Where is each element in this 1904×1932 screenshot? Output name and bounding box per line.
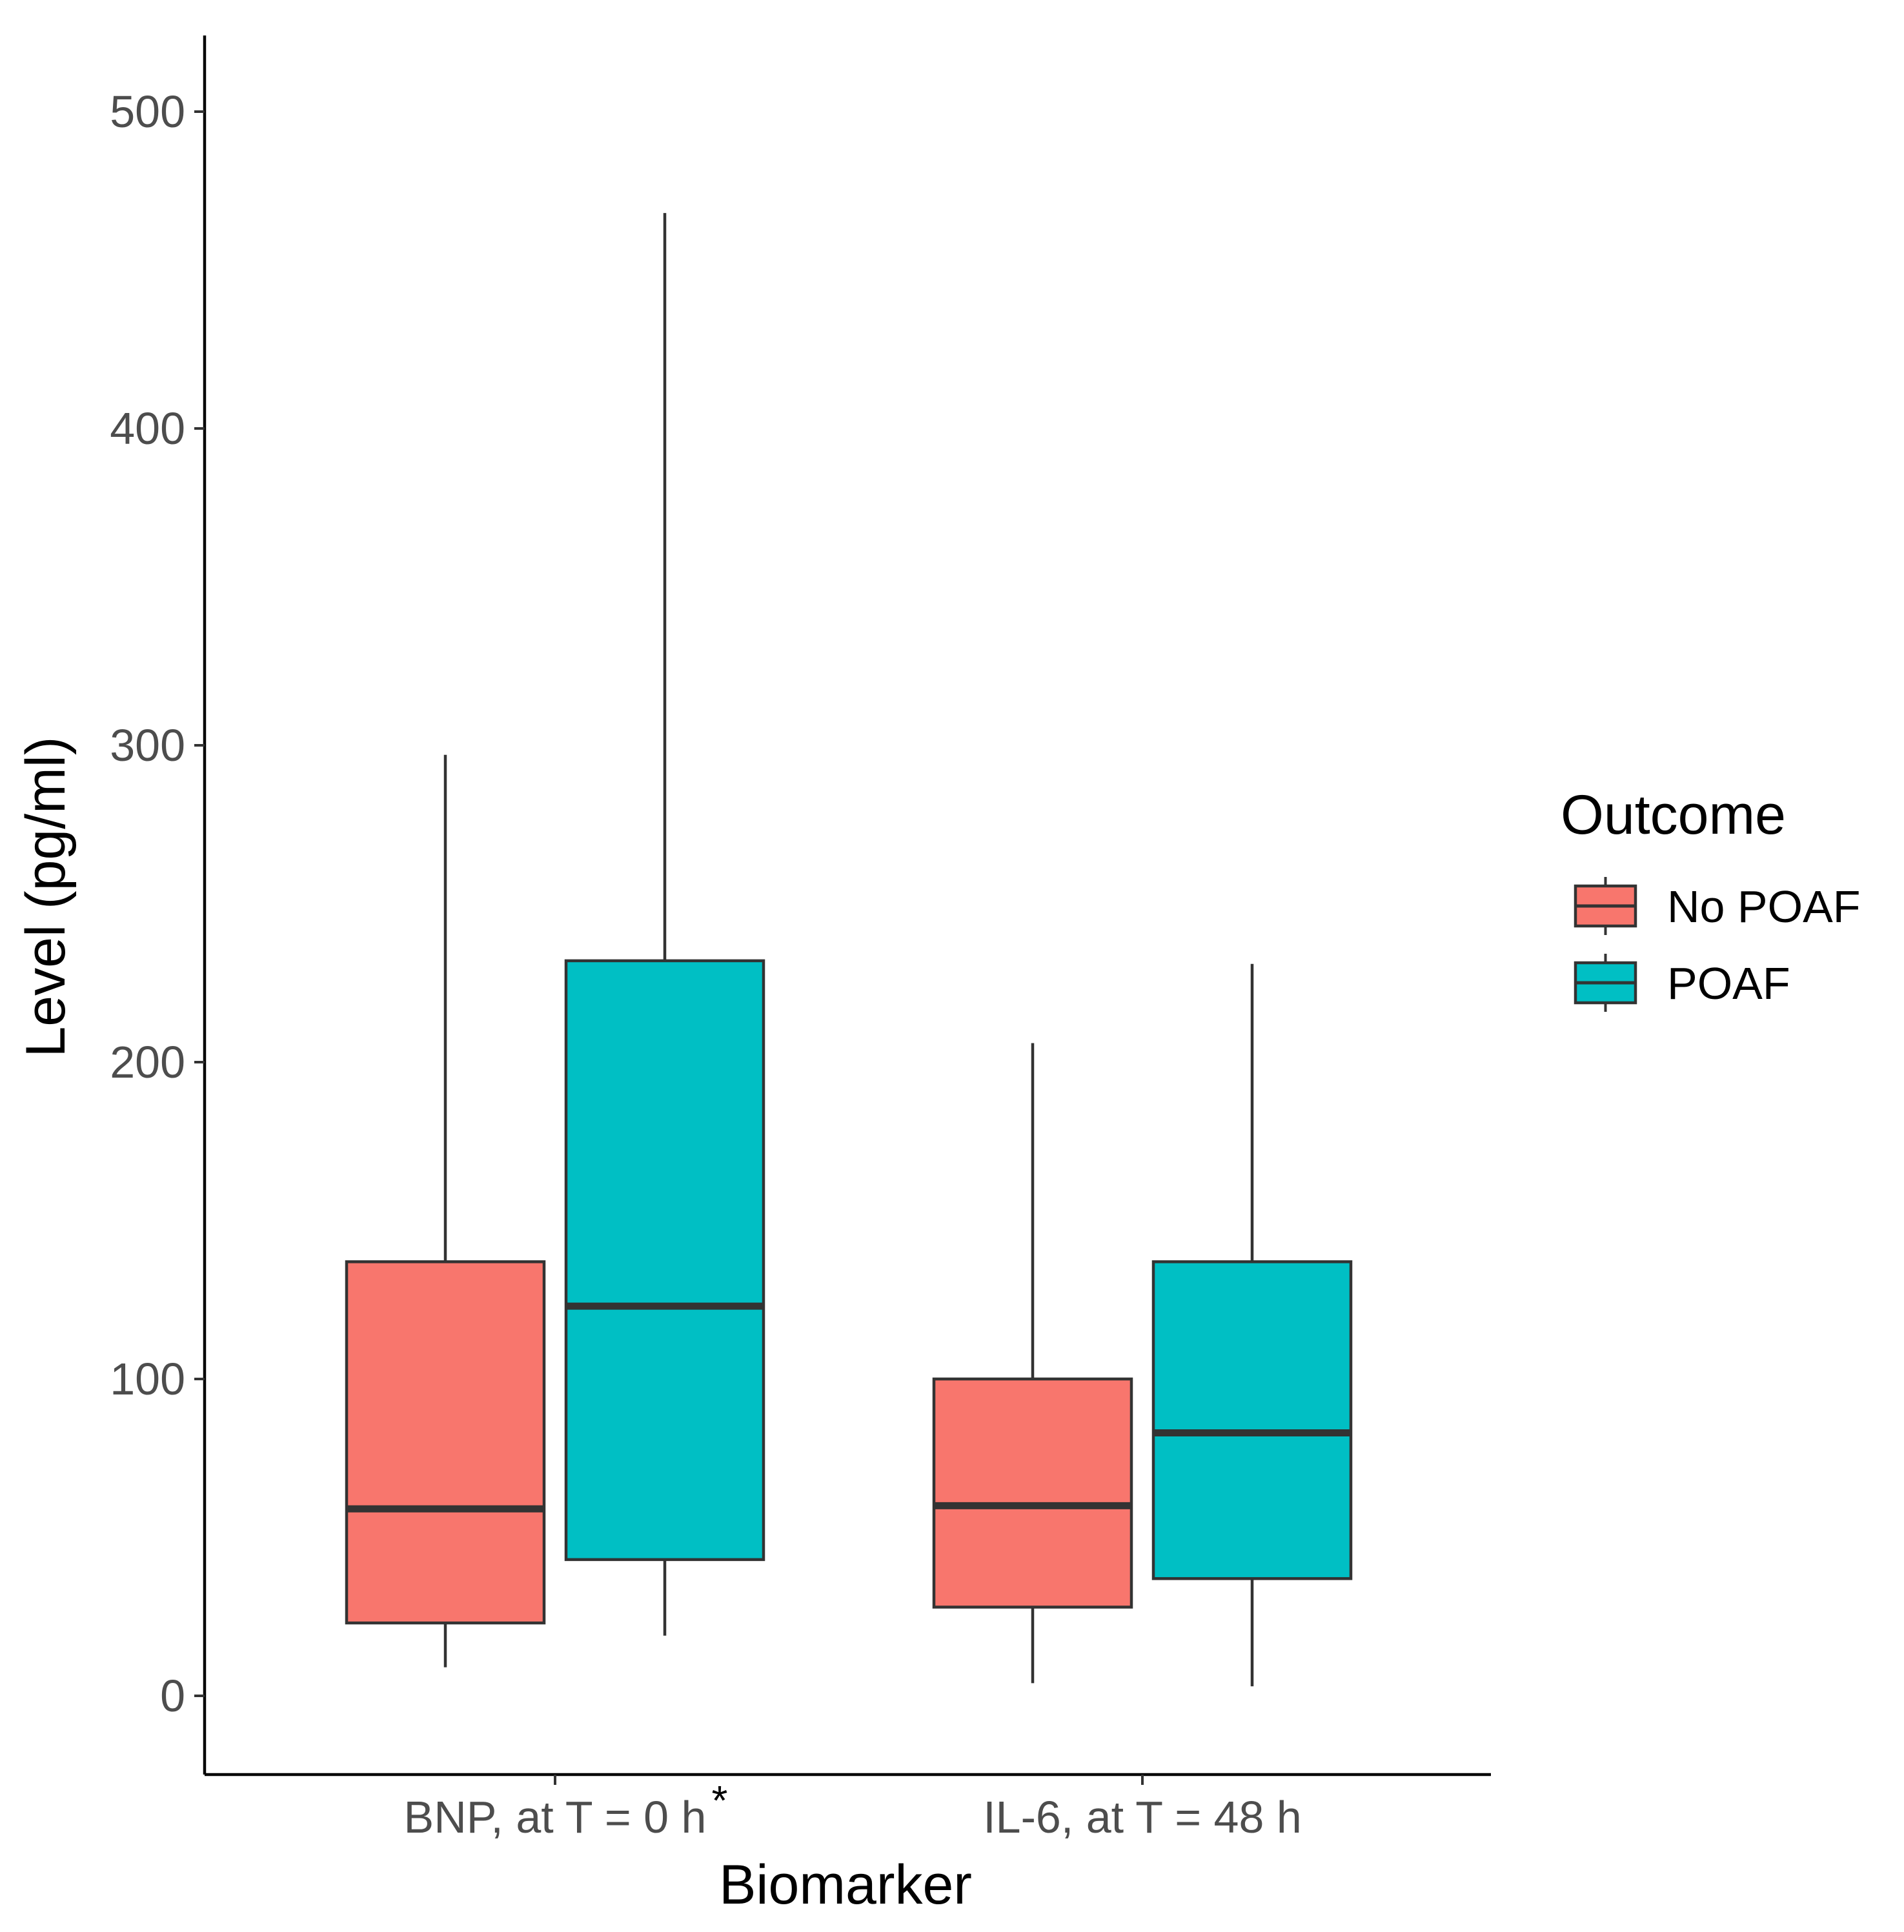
legend-label: POAF	[1667, 958, 1790, 1009]
x-axis-title: Biomarker	[719, 1854, 972, 1916]
y-tick-label: 200	[110, 1037, 185, 1087]
iqr-box	[345, 1260, 546, 1625]
y-axis: 0 100 200 300 400 500	[110, 35, 207, 1775]
legend-item-poaf: POAF	[1574, 954, 1790, 1012]
legend-label: No POAF	[1667, 881, 1861, 932]
legend-item-no-poaf: No POAF	[1574, 877, 1861, 935]
iqr-box	[564, 959, 765, 1562]
legend-title: Outcome	[1561, 784, 1786, 846]
x-tick-label: BNP, at T = 0 h	[404, 1792, 707, 1842]
box-no-poaf	[345, 754, 546, 1667]
box-no-poaf	[932, 1043, 1133, 1684]
y-axis-title: Level (pg/ml)	[15, 736, 77, 1057]
legend: Outcome No POAF POAF	[1561, 784, 1861, 1012]
y-tick-label: 300	[110, 720, 185, 770]
y-tick-label: 0	[160, 1671, 185, 1721]
box-poaf	[564, 213, 765, 1636]
iqr-box	[932, 1377, 1133, 1609]
plot-area	[345, 213, 1353, 1687]
y-tick-label: 500	[110, 86, 185, 137]
iqr-box	[1151, 1260, 1353, 1580]
x-tick-label: IL-6, at T = 48 h	[983, 1792, 1302, 1842]
significance-marker: *	[711, 1777, 727, 1824]
box-poaf	[1151, 963, 1353, 1687]
y-tick-label: 100	[110, 1354, 185, 1404]
x-axis: BNP, at T = 0 h * IL-6, at T = 48 h	[205, 1773, 1491, 1842]
y-tick-label: 400	[110, 403, 185, 454]
